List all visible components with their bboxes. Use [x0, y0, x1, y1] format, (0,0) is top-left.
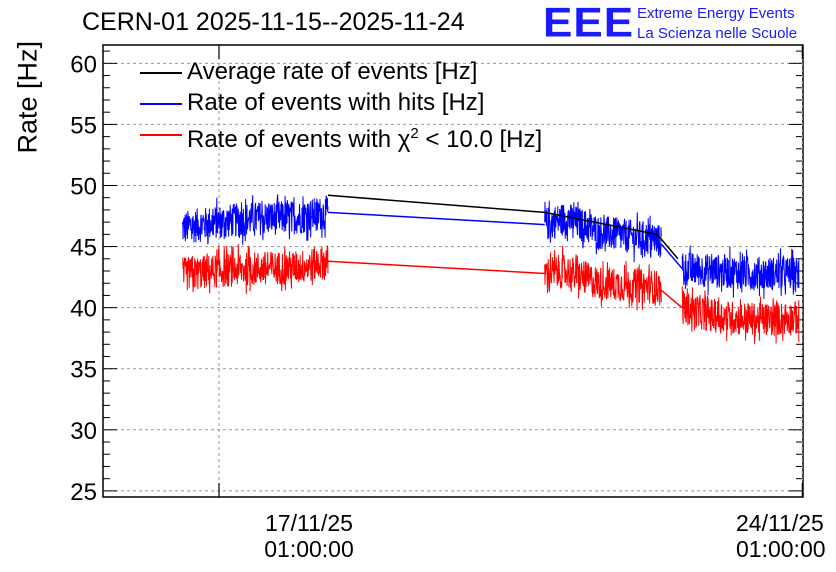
x-tick-time-1: 01:00:00 [264, 536, 354, 562]
series-1-gap-1 [660, 243, 683, 270]
y-tick-label-5: 50 [70, 173, 97, 200]
series-0-line [327, 194, 679, 260]
y-tick-label-2: 35 [70, 357, 97, 384]
eee-logo: EEE Extreme Energy Events La Scienza nel… [543, 0, 833, 46]
x-tick-date-2: 24/11/25 [736, 510, 824, 536]
x-tick-label-2: 24/11/25 01:00:00 [736, 510, 836, 562]
legend-chi2-exponent: 2 [410, 125, 419, 142]
y-axis-label: Rate [Hz] [12, 40, 43, 154]
y-tick-label-3: 40 [70, 296, 97, 323]
series-1-segment-2 [681, 245, 800, 299]
y-tick-label-6: 55 [70, 112, 97, 139]
series-2-segment-0 [181, 243, 329, 295]
legend-label-hits: Rate of events with hits [Hz] [187, 89, 485, 116]
series-1-segment-0 [181, 194, 329, 245]
series-2-gap-1 [660, 289, 683, 309]
logo-letters: EEE [543, 0, 635, 46]
legend-chi2-symbol: χ [397, 126, 411, 153]
legend-swatch-average [140, 72, 182, 74]
series-1-gap-0 [327, 211, 545, 226]
y-tick-label-4: 45 [70, 235, 97, 262]
series-2-segment-1 [544, 245, 662, 311]
legend-swatch-hits [140, 103, 182, 105]
y-tick-label-7: 60 [70, 51, 97, 78]
logo-line-2: La Scienza nelle Scuole [637, 25, 798, 42]
chart-title: CERN-01 2025-11-15--2025-11-24 [82, 8, 465, 36]
series-2-segment-2 [681, 286, 800, 344]
series-1-segment-1 [544, 200, 662, 263]
legend-swatch-chi2 [140, 134, 182, 136]
logo-line-1: Extreme Energy Events [637, 5, 795, 22]
series-2-gap-0 [327, 260, 545, 275]
y-tick-label-0: 25 [70, 479, 97, 506]
legend-chi2-prefix: Rate of events with [187, 126, 398, 153]
legend-chi2-suffix: < 10.0 [Hz] [418, 126, 543, 153]
x-tick-time-2: 01:00:00 [736, 536, 826, 562]
x-tick-label-1: 17/11/25 01:00:00 [249, 510, 369, 562]
legend-label-average: Average rate of events [Hz] [187, 58, 478, 85]
y-tick-label-1: 30 [70, 418, 97, 445]
legend-label-chi2: Rate of events with χ2 < 10.0 [Hz] [187, 120, 542, 154]
x-tick-date-1: 17/11/25 [265, 510, 353, 536]
